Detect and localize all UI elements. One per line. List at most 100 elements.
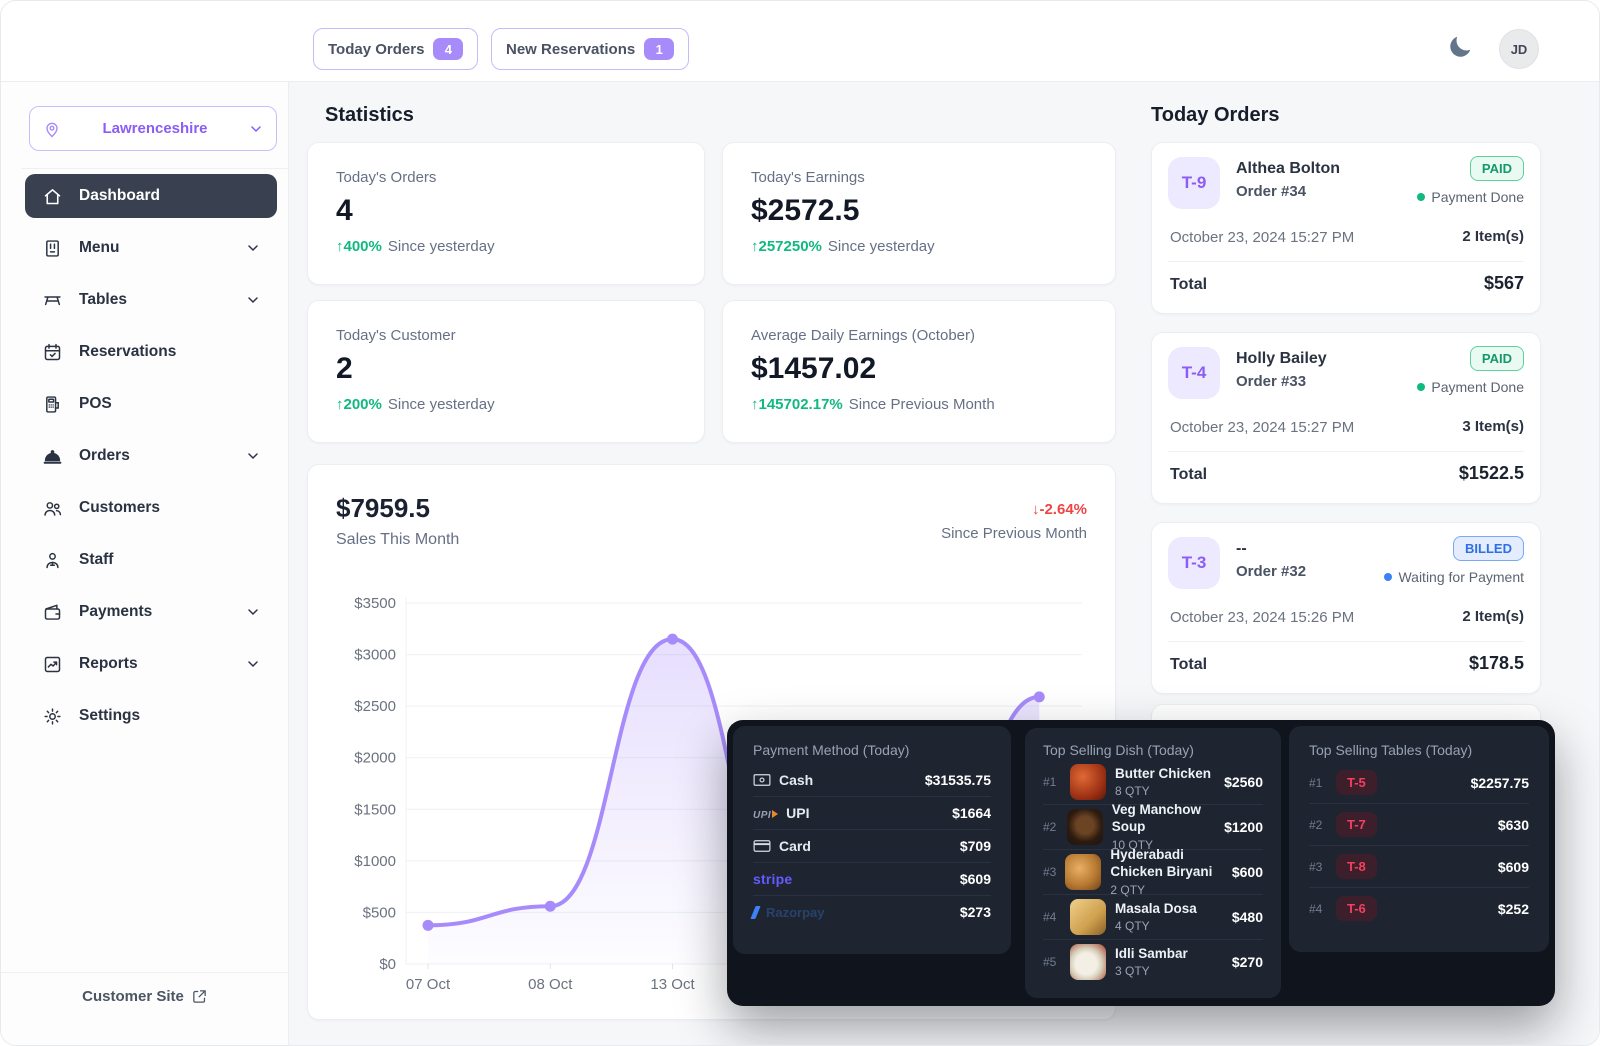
dark-mode-toggle[interactable] — [1445, 32, 1475, 62]
location-selector[interactable]: Lawrenceshire — [29, 106, 277, 151]
today-orders-title: Today Orders — [1151, 104, 1280, 126]
stat-card-todays-earnings: Today's Earnings $2572.5 ↑ 257250% Since y… — [722, 142, 1116, 285]
sidebar-item-dashboard[interactable]: Dashboard — [25, 174, 277, 218]
order-customer-name: Althea Bolton — [1236, 160, 1340, 177]
svg-text:$3000: $3000 — [354, 647, 396, 664]
table-value: $2257.75 — [1470, 774, 1529, 791]
sidebar-item-reservations[interactable]: Reservations — [25, 330, 277, 374]
menu-board-icon — [41, 237, 63, 259]
payment-row-stripe: stripe $609 — [753, 863, 991, 896]
stat-card-todays-customer: Today's Customer 2 ↑ 200% Since yesterday — [307, 300, 705, 443]
user-avatar[interactable]: JD — [1499, 29, 1539, 69]
dish-rank: #4 — [1043, 910, 1057, 924]
svg-text:$1000: $1000 — [354, 853, 396, 870]
table-rank: #4 — [1309, 901, 1323, 916]
dish-name: Hyderabadi Chicken Biryani — [1110, 847, 1213, 879]
sidebar-item-settings[interactable]: Settings — [25, 694, 277, 738]
new-reservations-count-badge: 1 — [644, 38, 675, 60]
status-dot — [1384, 573, 1393, 581]
customer-site-label: Customer Site — [82, 988, 184, 1005]
dish-photo-masala-dosa — [1070, 899, 1106, 935]
payment-value: $273 — [959, 904, 991, 920]
order-card[interactable]: T-4 Holly Bailey Order #33 PAID Payment … — [1151, 332, 1541, 504]
today-orders-button[interactable]: Today Orders 4 — [313, 28, 479, 70]
dish-qty: 10 QTY — [1111, 837, 1154, 852]
payment-label: UPI — [786, 805, 810, 821]
payment-row-upi: UPI UPI $1664 — [753, 797, 991, 830]
order-datetime: October 23, 2024 15:27 PM — [1170, 419, 1355, 436]
sidebar-item-menu[interactable]: Menu — [25, 226, 277, 270]
razorpay-logo-mark — [750, 905, 761, 919]
order-status-note: Waiting for Payment — [1398, 569, 1524, 585]
sidebar-item-pos[interactable]: POS — [25, 382, 277, 426]
down-arrow-icon: ↓ — [1031, 501, 1040, 518]
dish-rank: #3 — [1043, 865, 1057, 879]
calendar-check-icon — [41, 341, 63, 363]
order-card[interactable]: T-9 Althea Bolton Order #34 PAID Payment… — [1151, 142, 1541, 314]
sidebar-item-tables[interactable]: Tables — [25, 278, 277, 322]
dish-qty: 4 QTY — [1115, 919, 1150, 934]
sidebar-item-label: Dashboard — [79, 187, 160, 204]
table-row: #3 T-8 $609 — [1309, 846, 1529, 888]
sidebar-item-customers[interactable]: Customers — [25, 486, 277, 530]
order-card[interactable]: T-3 -- Order #32 BILLED Waiting for Paym… — [1151, 522, 1541, 694]
sidebar-item-orders[interactable]: Orders — [25, 434, 277, 478]
sidebar-item-staff[interactable]: Staff — [25, 538, 277, 582]
table-row: #2 T-7 $630 — [1309, 804, 1529, 846]
stat-card-average-daily-earnings: Average Daily Earnings (October) $1457.0… — [722, 300, 1116, 443]
sidebar-item-payments[interactable]: Payments — [25, 590, 277, 634]
svg-text:$2000: $2000 — [354, 750, 396, 767]
top-dish-title: Top Selling Dish (Today) — [1043, 742, 1194, 758]
upi-logo-icon: UPI — [753, 805, 779, 821]
table-badge: T-8 — [1336, 854, 1377, 879]
customer-site-link[interactable]: Customer Site — [1, 988, 289, 1005]
stat-note: Since Previous Month — [848, 396, 995, 413]
order-customer-name: -- — [1236, 540, 1247, 557]
today-orders-button-label: Today Orders — [328, 40, 425, 58]
stat-delta: 257250% — [758, 238, 822, 255]
order-status-badge: PAID — [1469, 346, 1524, 371]
sidebar-item-label: POS — [79, 395, 112, 412]
dish-qty: 3 QTY — [1115, 964, 1150, 979]
payment-value: $31535.75 — [924, 772, 991, 788]
dish-value: $2560 — [1224, 774, 1263, 790]
order-items-count: 2 Item(s) — [1462, 608, 1524, 625]
sidebar-item-label: Reports — [79, 655, 138, 672]
table-value: $630 — [1497, 816, 1529, 833]
order-status-note: Payment Done — [1431, 379, 1524, 395]
new-reservations-button[interactable]: New Reservations 1 — [491, 28, 690, 70]
payment-row-card: Card $709 — [753, 830, 991, 863]
sidebar-divider — [21, 168, 289, 169]
table-badge: T-6 — [1336, 896, 1377, 921]
chart-report-icon — [41, 653, 63, 675]
sidebar-footer-divider — [1, 972, 289, 973]
table-row: #4 T-6 $252 — [1309, 888, 1529, 929]
sales-change-note: Since Previous Month — [941, 525, 1087, 542]
sidebar-item-reports[interactable]: Reports — [25, 642, 277, 686]
dish-qty: 8 QTY — [1115, 784, 1150, 799]
payment-label: Cash — [779, 772, 814, 788]
dish-value: $1200 — [1224, 819, 1263, 835]
dish-value: $480 — [1231, 909, 1263, 925]
stripe-logo: stripe — [753, 871, 793, 887]
sales-change: -2.64% — [1039, 501, 1087, 518]
chevron-down-icon — [248, 245, 258, 252]
status-dot — [1417, 193, 1426, 201]
order-total-label: Total — [1170, 466, 1208, 483]
order-number: Order #32 — [1236, 563, 1307, 580]
up-arrow-icon: ↑ — [751, 238, 759, 255]
table-pill: T-3 — [1168, 537, 1220, 589]
dish-value: $600 — [1231, 864, 1263, 880]
order-card-divider — [1168, 641, 1524, 642]
wallet-icon — [41, 601, 63, 623]
svg-text:08 Oct: 08 Oct — [528, 976, 573, 993]
external-link-icon — [193, 990, 206, 1003]
order-datetime: October 23, 2024 15:26 PM — [1170, 609, 1355, 626]
stat-value: 4 — [336, 194, 353, 227]
stat-label: Today's Customer — [336, 327, 456, 344]
dish-photo-idli-sambar — [1070, 944, 1106, 980]
dish-row: #1 Butter Chicken 8 QTY $2560 — [1043, 760, 1263, 805]
cash-icon — [753, 774, 771, 786]
payment-method-panel: Payment Method (Today) Cash $31535.75 UP… — [733, 726, 1011, 954]
